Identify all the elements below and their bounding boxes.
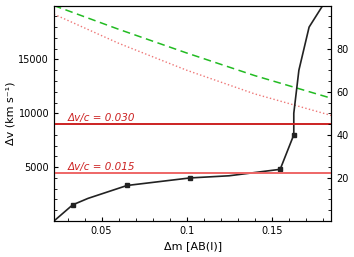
Text: Δv/c = 0.015: Δv/c = 0.015	[68, 162, 135, 172]
Y-axis label: Δv (km s⁻¹): Δv (km s⁻¹)	[6, 81, 16, 145]
Text: Δv/c = 0.030: Δv/c = 0.030	[68, 113, 135, 123]
X-axis label: Δm [AB(I)]: Δm [AB(I)]	[164, 241, 222, 251]
